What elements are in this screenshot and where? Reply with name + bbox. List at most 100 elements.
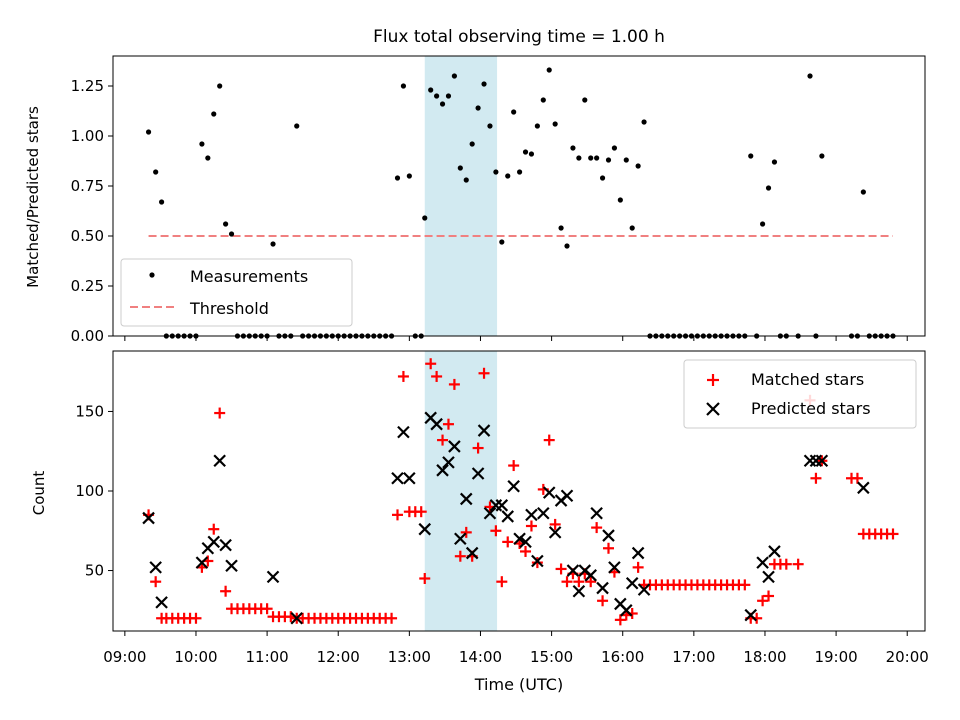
matched-star-point <box>810 472 822 484</box>
measurement-point <box>807 73 813 79</box>
predicted-star-point <box>762 570 775 584</box>
matched-star-point <box>543 434 555 446</box>
matched-star-point <box>448 378 460 390</box>
measurement-point <box>211 111 217 117</box>
counts-legend: Matched stars Predicted stars <box>683 359 917 429</box>
measurement-point <box>570 145 576 151</box>
matched-star-point <box>442 418 454 430</box>
measurement-point <box>771 159 778 165</box>
predicted-star-point <box>572 584 586 598</box>
legend-matched-marker <box>707 374 719 386</box>
matched-star-point <box>792 558 804 570</box>
matched-star-point <box>757 595 769 607</box>
matched-star-point <box>632 561 644 573</box>
y-tick-label: 100 <box>75 482 104 500</box>
matched-star-point <box>190 612 202 624</box>
measurement-point <box>635 163 641 169</box>
measurement-point <box>422 215 428 221</box>
matched-star-point <box>220 585 232 597</box>
x-tick-label: 17:00 <box>672 648 715 666</box>
predicted-star-point <box>768 545 781 558</box>
chart-title: Flux total observing time = 1.00 h <box>373 27 665 47</box>
predicted-star-point <box>142 511 155 525</box>
counts-panel: 50 100 150 09:00 10:00 11:00 12:00 13:00 14:00 1… <box>30 350 929 694</box>
y-tick-label: 150 <box>75 402 104 420</box>
measurement-point <box>493 169 499 175</box>
predicted-star-point <box>403 471 416 485</box>
measurement-point <box>457 165 463 171</box>
measurement-point <box>582 97 588 103</box>
predicted-star-point <box>155 596 168 609</box>
predicted-star-point <box>266 570 280 584</box>
measurement-point <box>439 101 446 107</box>
measurement-point <box>641 119 647 125</box>
predicted-star-point <box>465 546 479 560</box>
matched-star-point <box>585 576 597 588</box>
matched-star-point <box>496 576 508 588</box>
legend-measurements-label: Measurements <box>190 267 308 286</box>
measurement-point <box>294 123 300 129</box>
legend-threshold-label: Threshold <box>189 299 269 318</box>
matched-star-point <box>520 545 532 557</box>
predicted-star-point <box>501 510 515 523</box>
x-tick-label: 09:00 <box>103 648 146 666</box>
matched-star-point <box>460 526 472 538</box>
counts-y-axis-label: Count <box>30 471 48 516</box>
y-tick-label: 0.75 <box>71 177 104 195</box>
predicted-star-point <box>602 529 615 542</box>
matched-star-point <box>739 579 751 591</box>
predicted-star-point <box>430 417 443 431</box>
matched-star-point <box>525 520 537 532</box>
matched-star-point <box>763 590 775 602</box>
predicted-star-point <box>584 569 597 582</box>
measurement-point <box>576 155 582 161</box>
predicted-star-point <box>195 556 209 569</box>
measurement-point <box>159 199 165 205</box>
predicted-star-point <box>225 559 238 573</box>
matched-star-point <box>208 523 220 535</box>
ratio-panel: 0.00 0.25 0.50 0.75 1.00 1.25 Matched/Predict… <box>24 55 926 345</box>
counts-plot-frame <box>112 350 926 632</box>
predicted-star-point <box>442 456 455 469</box>
measurement-point <box>205 155 211 161</box>
ratio-legend: Measurements Threshold <box>120 258 353 327</box>
x-tick-label: 13:00 <box>388 648 431 666</box>
measurement-point <box>400 83 407 89</box>
matched-star-point <box>561 576 573 588</box>
measurement-point <box>153 169 159 175</box>
x-tick-label: 11:00 <box>245 648 288 666</box>
predicted-star-point <box>608 561 621 574</box>
predicted-star-point <box>483 506 497 520</box>
predicted-star-point <box>397 425 410 439</box>
matched-star-point <box>419 573 431 584</box>
predicted-star-point <box>454 532 467 546</box>
predicted-star-point <box>418 522 432 536</box>
matched-star-point <box>549 518 561 530</box>
predicted-star-point <box>513 532 526 546</box>
x-tick-label: 12:00 <box>317 648 360 666</box>
predicted-star-point <box>391 471 404 485</box>
measurement-point <box>445 93 452 99</box>
y-tick-label: 50 <box>85 562 104 580</box>
ratio-legend-box <box>120 258 353 327</box>
counts-highlight-band <box>424 351 498 631</box>
predicted-star-point <box>507 479 520 493</box>
measurement-point <box>463 177 469 183</box>
matched-star-point <box>602 542 614 554</box>
x-axis-label: Time (UTC) <box>474 675 563 694</box>
measurement-point <box>588 155 594 161</box>
measurement-point <box>505 173 511 179</box>
predicted-star-point <box>531 554 544 568</box>
matched-star-point <box>454 550 466 562</box>
measurement-point <box>611 145 618 151</box>
measurement-point <box>564 243 570 249</box>
predicted-star-point <box>477 424 491 437</box>
measurement-point <box>558 225 564 231</box>
predicted-star-point <box>542 486 556 499</box>
matched-star-point <box>851 472 863 484</box>
predicted-star-point <box>219 538 232 552</box>
measurement-point <box>451 73 457 79</box>
matched-star-point <box>573 576 585 588</box>
matched-star-point <box>591 522 603 534</box>
predicted-star-point <box>744 608 758 622</box>
